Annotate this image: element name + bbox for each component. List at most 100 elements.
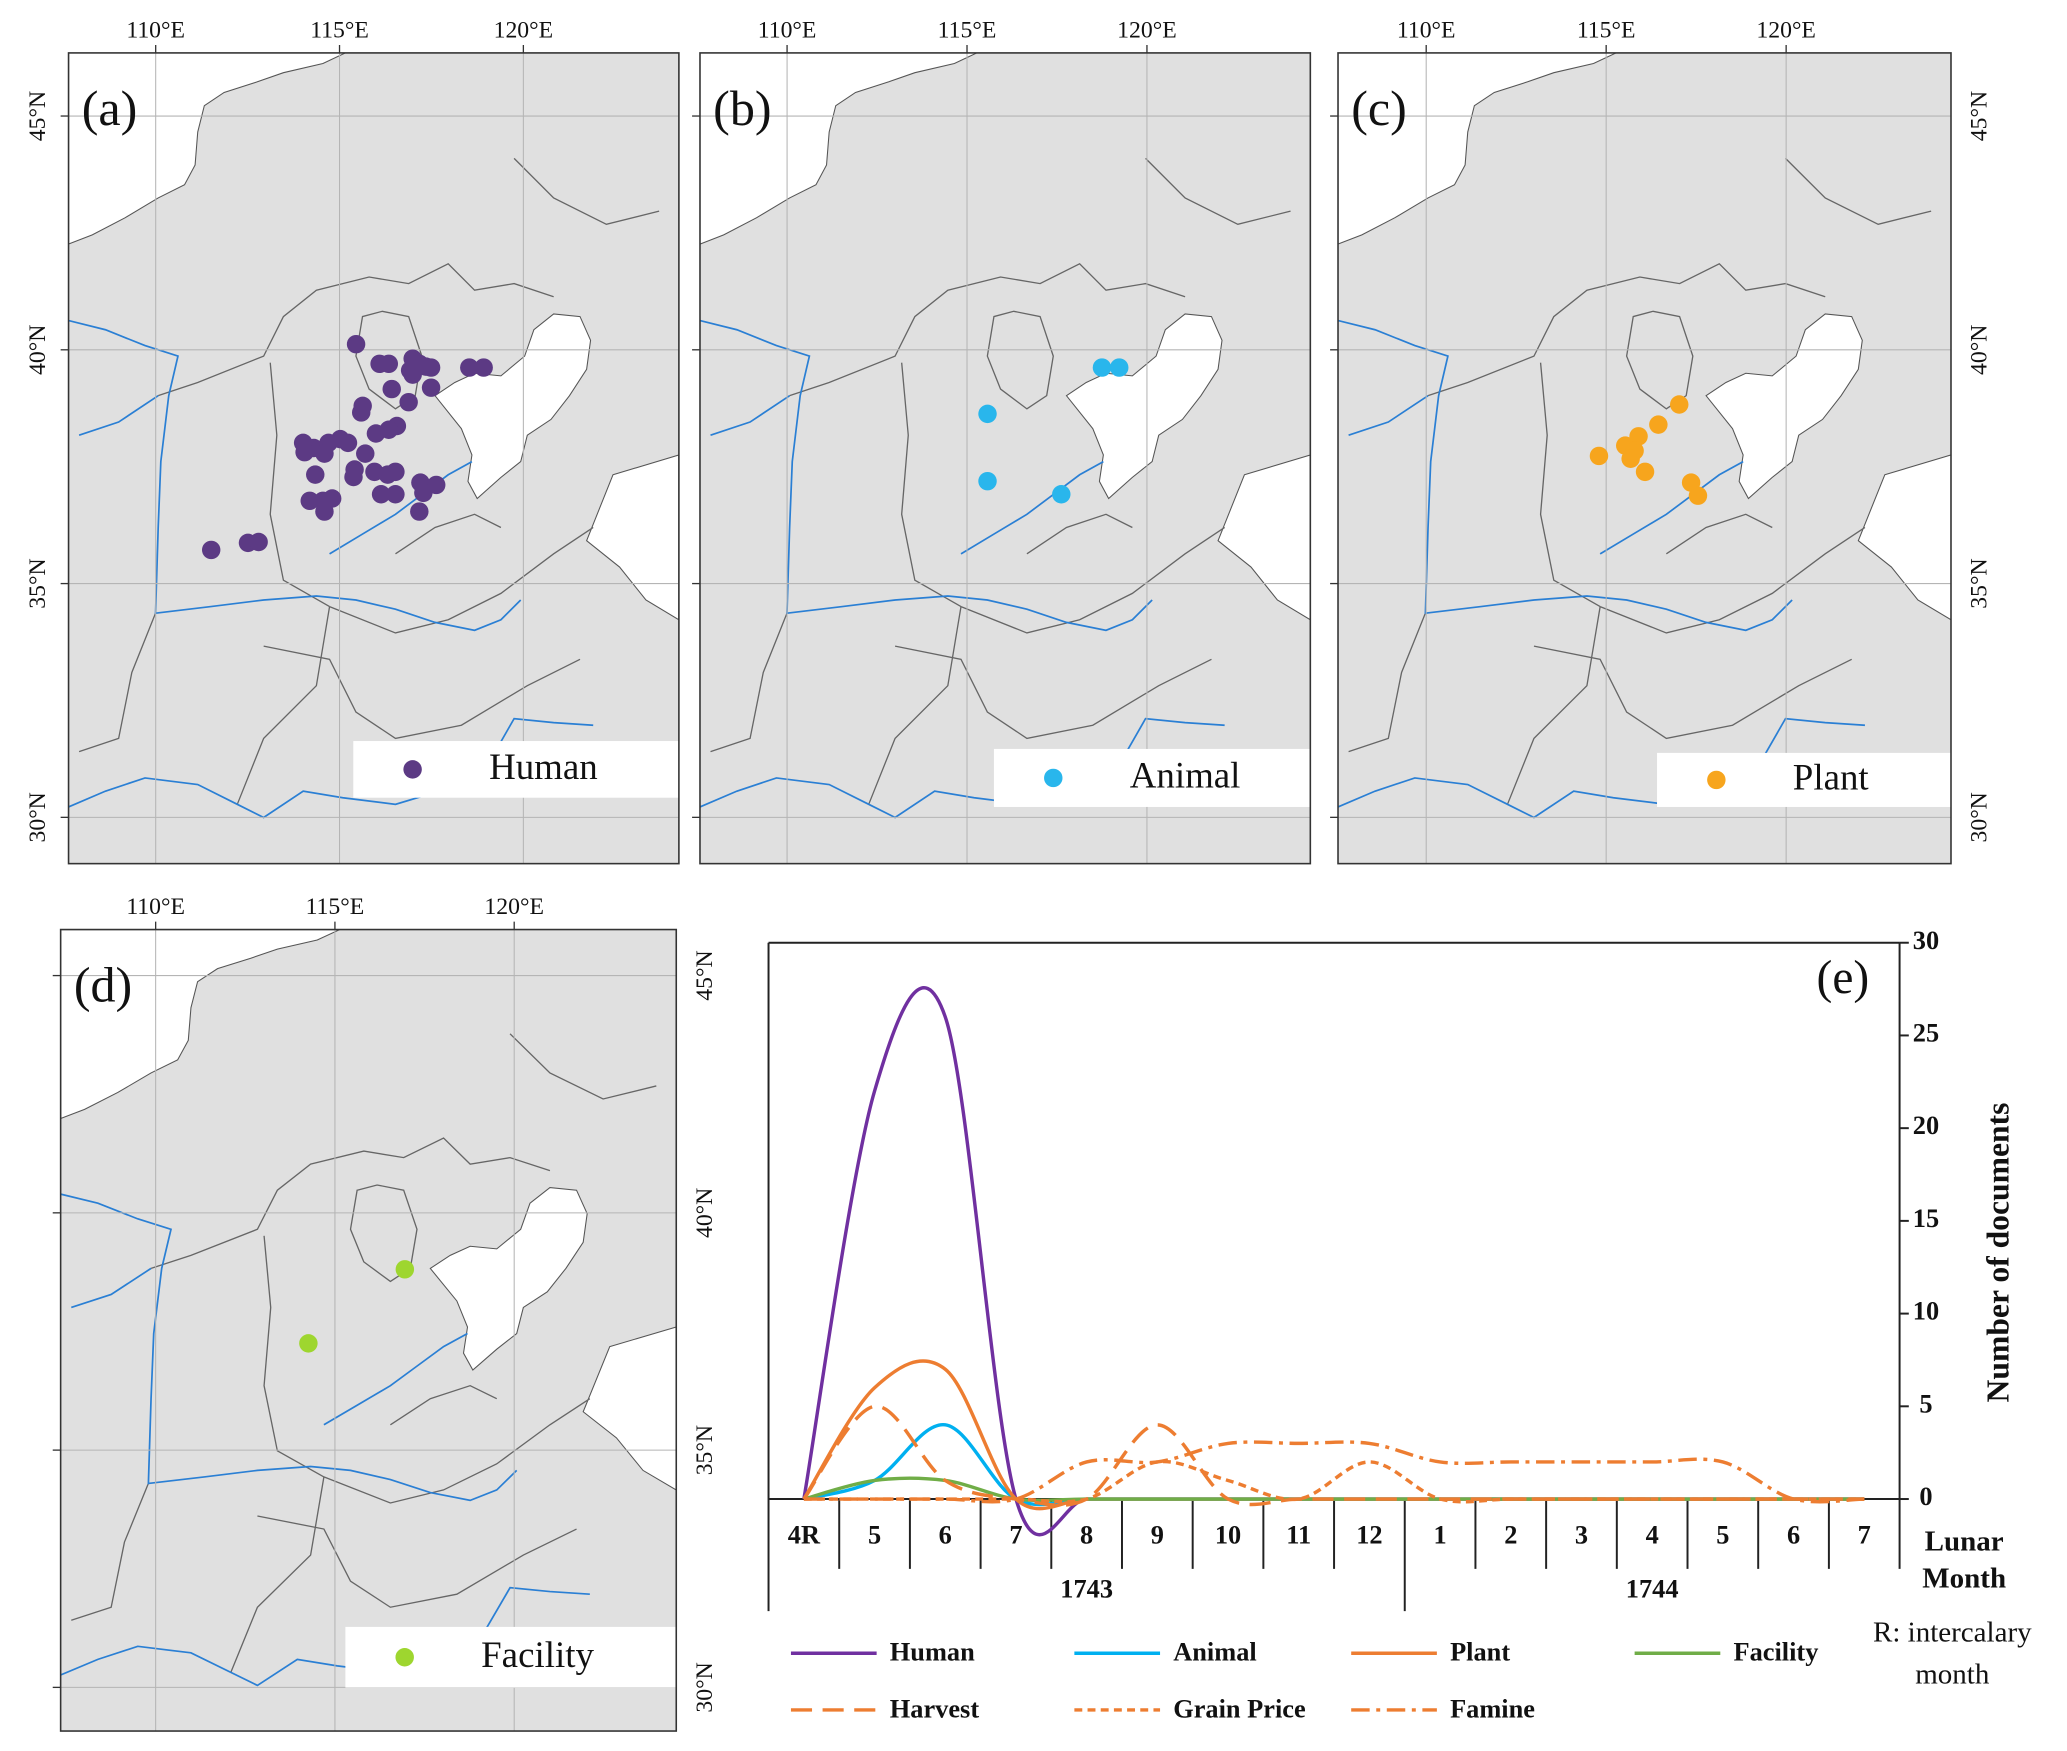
point	[421, 358, 441, 377]
legend-label: Human	[890, 1638, 975, 1667]
note-box: R: intercalary month	[1872, 1615, 2032, 1691]
point	[300, 491, 319, 511]
legend-label: Animal	[1173, 1638, 1256, 1667]
y-tick-label: 10	[1913, 1297, 1939, 1326]
point	[1110, 358, 1129, 377]
x-tick-label: 110°E	[758, 17, 817, 43]
y-tick-label: 5	[1919, 1389, 1932, 1418]
map-frame	[1337, 52, 1952, 865]
point	[978, 404, 997, 424]
y-tick-label: 35°N	[25, 558, 51, 608]
panel-label: (d)	[74, 957, 132, 1013]
point	[410, 502, 429, 521]
x-tick-label: 10	[1215, 1520, 1241, 1549]
y-tick-label: 15	[1913, 1204, 1939, 1233]
legend-marker	[403, 760, 422, 779]
point	[371, 485, 391, 504]
x-tick-label: 7	[1009, 1520, 1022, 1549]
point	[382, 379, 401, 399]
x-group-label: 1743	[1060, 1574, 1113, 1603]
y-tick-label: 30°N	[25, 792, 51, 842]
basemap	[60, 929, 677, 1732]
x-tick-label: 12	[1356, 1520, 1382, 1549]
x-tick-label: 110°E	[1397, 17, 1456, 43]
x-tick-label: 120°E	[484, 894, 544, 920]
point	[386, 485, 405, 504]
legend-label: Plant	[1450, 1638, 1510, 1667]
x-tick-label: 120°E	[494, 17, 554, 43]
y-tick-label: 25	[1913, 1018, 1939, 1047]
legend-marker	[1044, 768, 1063, 788]
x-tick-label: 6	[939, 1520, 952, 1549]
x-tick-label: 7	[1858, 1520, 1871, 1549]
y-tick-label: 30°N	[1967, 792, 1993, 842]
x-tick-label: 110°E	[126, 894, 185, 920]
legend-label: Famine	[1450, 1694, 1535, 1723]
point	[399, 392, 418, 412]
legend-label: Grain Price	[1173, 1694, 1306, 1723]
point	[1649, 415, 1668, 434]
series-line	[803, 1423, 1865, 1507]
x-tick-label: 5	[1716, 1520, 1729, 1549]
point	[346, 334, 366, 354]
point	[344, 467, 363, 487]
y-tick-label: 40°N	[1967, 325, 1993, 375]
map-frame	[699, 52, 1312, 865]
x-tick-label: 115°E	[1577, 17, 1636, 43]
x-tick-label: 115°E	[306, 894, 365, 920]
point	[474, 358, 493, 377]
basemap	[1338, 52, 1951, 864]
x-tick-label: 115°E	[938, 17, 997, 43]
point	[1629, 427, 1648, 446]
x-tick-label: 6	[1787, 1520, 1800, 1549]
x-axis-label: Lunar Month	[1922, 1524, 2007, 1594]
x-tick-label: 8	[1080, 1520, 1093, 1549]
map-frame	[59, 928, 678, 1732]
point	[1589, 446, 1609, 466]
panel-label: (a)	[82, 80, 138, 136]
y-tick-label: 40°N	[25, 325, 51, 375]
legend-label: Plant	[1793, 757, 1870, 798]
legend-label: Harvest	[890, 1694, 980, 1723]
point	[1621, 449, 1640, 468]
y-tick-label: 30°N	[692, 1662, 718, 1712]
x-tick-label: 120°E	[1756, 17, 1816, 43]
point	[421, 378, 441, 397]
series-line	[802, 986, 1865, 1537]
legend-marker	[395, 1647, 414, 1667]
series-line	[803, 1476, 1865, 1503]
y-tick-label: 35°N	[692, 1425, 718, 1475]
legend-label: Human	[489, 746, 598, 787]
x-tick-label: 1	[1434, 1520, 1447, 1549]
legend-label: Facility	[481, 1634, 594, 1675]
point	[366, 424, 386, 443]
x-tick-label: 120°E	[1117, 17, 1177, 43]
basemap	[699, 52, 1311, 864]
x-axis-label-box: Lunar Month	[1922, 1524, 2007, 1594]
series-line	[802, 1404, 1865, 1507]
point	[201, 540, 221, 560]
point	[351, 403, 371, 422]
x-tick-label: 115°E	[310, 17, 369, 43]
panel-label: (b)	[713, 80, 771, 136]
y-tick-label: 30	[1913, 926, 1939, 955]
y-tick-label: 20	[1913, 1111, 1939, 1140]
legend-marker	[1707, 770, 1726, 790]
x-group-label: 1744	[1626, 1574, 1679, 1603]
legend-label: Animal	[1130, 755, 1241, 796]
x-tick-label: 11	[1286, 1520, 1311, 1549]
panel-label: (c)	[1351, 80, 1407, 136]
y-tick-label: 45°N	[1967, 91, 1993, 141]
point	[315, 444, 334, 463]
panel-label: (e)	[1817, 952, 1870, 1004]
note: R: intercalary month	[1872, 1615, 2032, 1691]
point	[306, 465, 325, 484]
y-axis-label: Number of documents	[1980, 1103, 2015, 1403]
series-line	[803, 1440, 1865, 1504]
point	[460, 358, 479, 377]
point	[400, 361, 420, 380]
legend-label: Facility	[1733, 1638, 1818, 1667]
point	[295, 442, 314, 462]
x-tick-label: 5	[868, 1520, 881, 1549]
x-tick-label: 4R	[788, 1520, 821, 1549]
